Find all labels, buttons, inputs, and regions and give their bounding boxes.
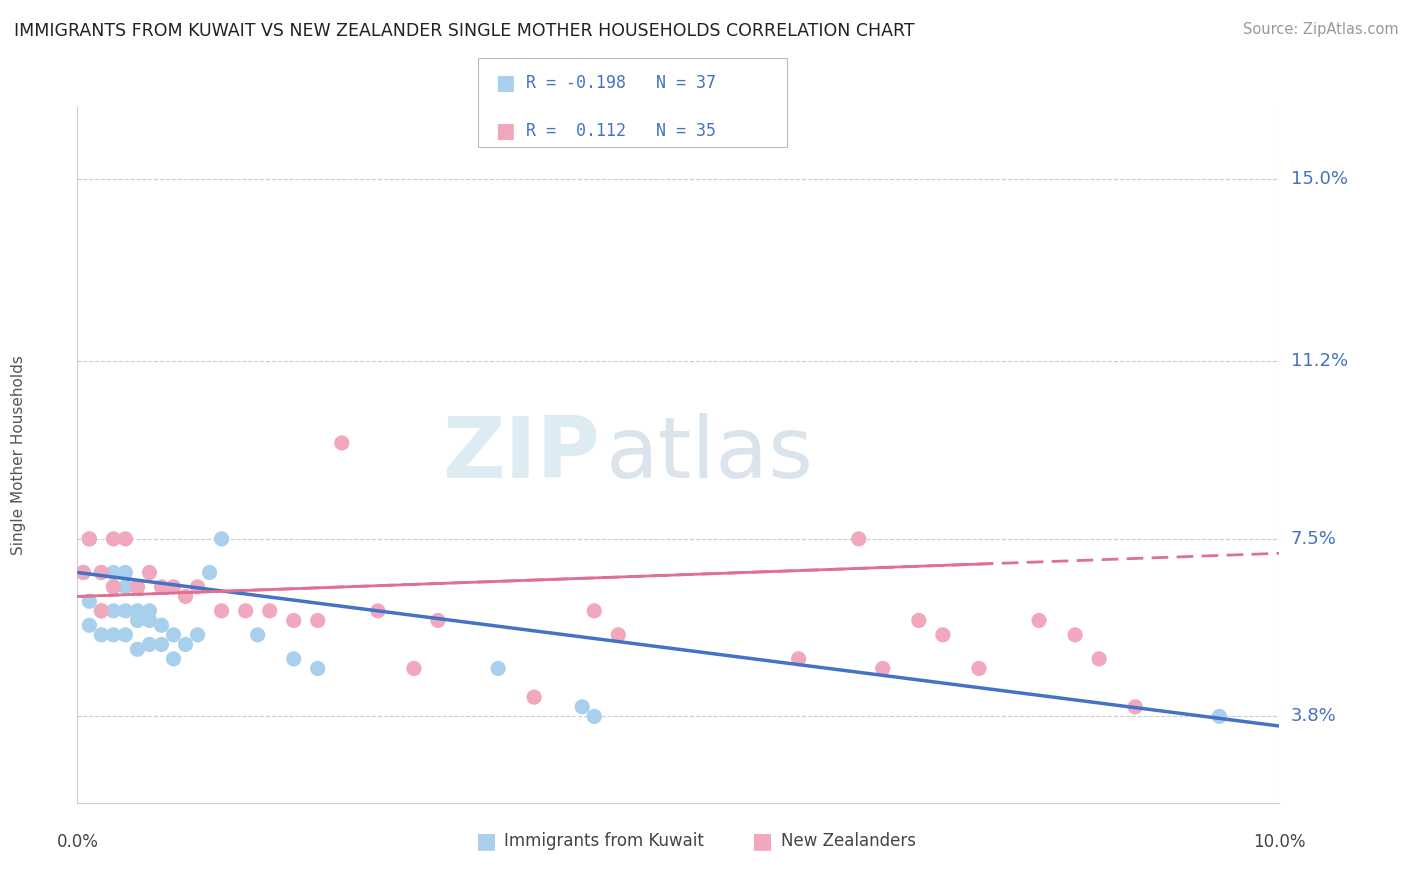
Point: [427, 614, 450, 628]
Point: [150, 637, 173, 651]
Point: [283, 652, 305, 666]
Point: [523, 690, 546, 705]
Point: [307, 661, 329, 675]
Point: [787, 652, 810, 666]
Point: [1088, 652, 1111, 666]
Point: [138, 566, 160, 580]
Point: [127, 604, 149, 618]
Point: [90, 628, 112, 642]
Point: [150, 618, 173, 632]
Text: Immigrants from Kuwait: Immigrants from Kuwait: [505, 832, 704, 850]
Text: ■: ■: [495, 73, 515, 93]
Point: [1208, 709, 1230, 723]
Text: 0.0%: 0.0%: [56, 833, 98, 851]
Point: [1064, 628, 1087, 642]
Point: [103, 628, 125, 642]
Text: 3.8%: 3.8%: [1291, 707, 1336, 725]
Point: [162, 652, 184, 666]
Point: [103, 580, 125, 594]
Point: [79, 532, 101, 546]
Point: [103, 580, 125, 594]
Point: [79, 618, 101, 632]
Text: Source: ZipAtlas.com: Source: ZipAtlas.com: [1243, 22, 1399, 37]
Text: 15.0%: 15.0%: [1291, 170, 1347, 188]
Point: [90, 604, 112, 618]
Point: [571, 699, 593, 714]
Point: [186, 580, 209, 594]
Point: [307, 614, 329, 628]
Text: 11.2%: 11.2%: [1291, 352, 1348, 370]
Text: ZIP: ZIP: [443, 413, 600, 497]
Text: ■: ■: [475, 831, 496, 851]
Point: [150, 580, 173, 594]
Point: [1028, 614, 1050, 628]
Text: atlas: atlas: [606, 413, 814, 497]
Point: [607, 628, 630, 642]
Point: [127, 614, 149, 628]
Point: [848, 532, 870, 546]
Text: ■: ■: [752, 831, 773, 851]
Point: [259, 604, 281, 618]
Point: [211, 532, 233, 546]
Point: [72, 566, 94, 580]
Point: [79, 594, 101, 608]
Point: [402, 661, 425, 675]
Text: IMMIGRANTS FROM KUWAIT VS NEW ZEALANDER SINGLE MOTHER HOUSEHOLDS CORRELATION CHA: IMMIGRANTS FROM KUWAIT VS NEW ZEALANDER …: [14, 22, 915, 40]
Point: [103, 604, 125, 618]
Text: R = -0.198   N = 37: R = -0.198 N = 37: [526, 74, 716, 92]
Text: New Zealanders: New Zealanders: [780, 832, 915, 850]
Point: [90, 566, 112, 580]
Point: [246, 628, 269, 642]
Point: [114, 532, 136, 546]
Point: [127, 580, 149, 594]
Point: [162, 628, 184, 642]
Point: [72, 566, 94, 580]
Point: [103, 532, 125, 546]
Point: [114, 566, 136, 580]
Point: [932, 628, 955, 642]
Point: [127, 642, 149, 657]
Text: Single Mother Households: Single Mother Households: [11, 355, 27, 555]
Point: [162, 580, 184, 594]
Point: [486, 661, 509, 675]
Point: [583, 604, 606, 618]
Point: [1123, 699, 1146, 714]
Point: [138, 637, 160, 651]
Point: [367, 604, 389, 618]
Point: [114, 604, 136, 618]
Point: [198, 566, 221, 580]
Text: 10.0%: 10.0%: [1253, 833, 1306, 851]
Point: [174, 637, 197, 651]
Text: R =  0.112   N = 35: R = 0.112 N = 35: [526, 122, 716, 140]
Point: [967, 661, 990, 675]
Point: [127, 580, 149, 594]
Point: [283, 614, 305, 628]
Point: [174, 590, 197, 604]
Point: [908, 614, 931, 628]
Point: [114, 580, 136, 594]
Point: [330, 436, 353, 450]
Point: [583, 709, 606, 723]
Point: [235, 604, 257, 618]
Point: [90, 566, 112, 580]
Point: [872, 661, 894, 675]
Point: [90, 604, 112, 618]
Point: [211, 604, 233, 618]
Point: [138, 604, 160, 618]
Text: ■: ■: [495, 121, 515, 141]
Point: [79, 532, 101, 546]
Point: [114, 628, 136, 642]
Text: 7.5%: 7.5%: [1291, 530, 1337, 548]
Point: [103, 566, 125, 580]
Point: [186, 628, 209, 642]
Point: [138, 614, 160, 628]
